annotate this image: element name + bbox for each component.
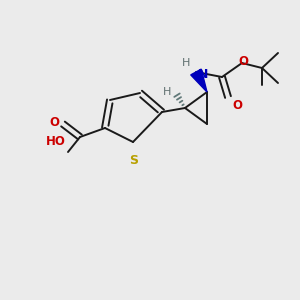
Text: O: O <box>232 99 242 112</box>
Text: O: O <box>238 55 248 68</box>
Polygon shape <box>191 69 207 92</box>
Text: S: S <box>130 154 139 167</box>
Text: H: H <box>163 87 171 97</box>
Text: O: O <box>49 116 59 128</box>
Text: HO: HO <box>46 135 66 148</box>
Text: H: H <box>182 58 190 68</box>
Text: N: N <box>198 68 208 81</box>
